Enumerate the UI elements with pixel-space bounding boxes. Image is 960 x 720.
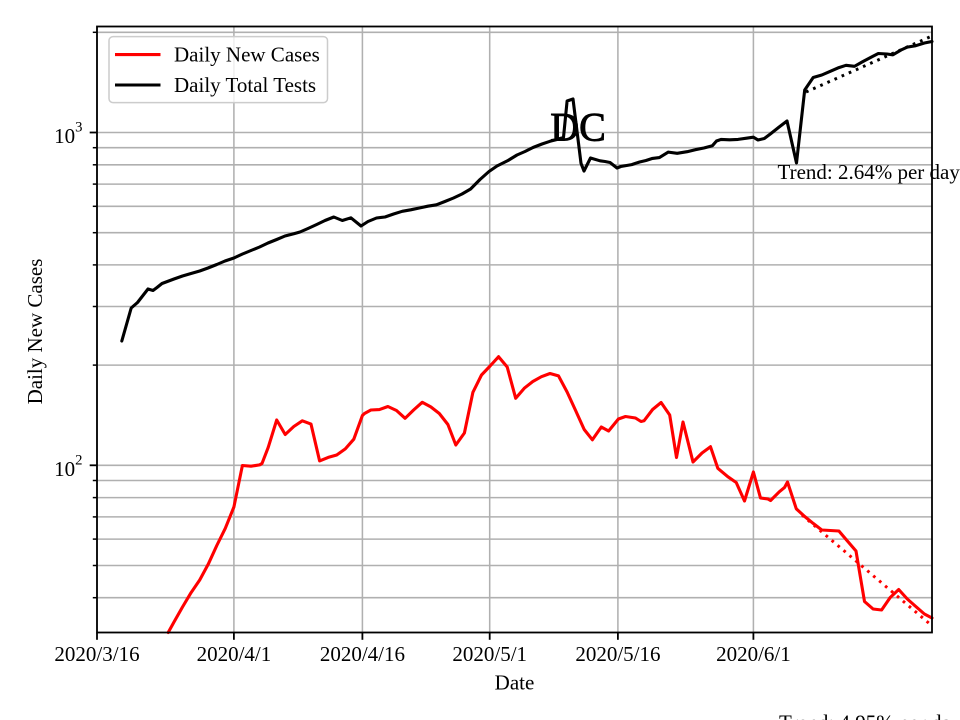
svg-text:Trend: 4.95% per day: Trend: 4.95% per day <box>779 711 960 720</box>
svg-text:Daily Total Tests: Daily Total Tests <box>174 73 316 97</box>
svg-text:Daily New Cases: Daily New Cases <box>174 43 320 67</box>
svg-text:2020/4/16: 2020/4/16 <box>320 642 405 666</box>
svg-text:Date: Date <box>495 671 535 695</box>
svg-text:2020/6/1: 2020/6/1 <box>716 642 791 666</box>
svg-text:Trend: 2.64% per day: Trend: 2.64% per day <box>778 160 960 184</box>
svg-text:DC: DC <box>550 104 606 149</box>
svg-text:2020/5/16: 2020/5/16 <box>575 642 660 666</box>
svg-text:Daily New Cases: Daily New Cases <box>23 259 47 405</box>
svg-text:2020/3/16: 2020/3/16 <box>54 642 139 666</box>
svg-text:2020/5/1: 2020/5/1 <box>452 642 527 666</box>
svg-text:2020/4/1: 2020/4/1 <box>197 642 272 666</box>
